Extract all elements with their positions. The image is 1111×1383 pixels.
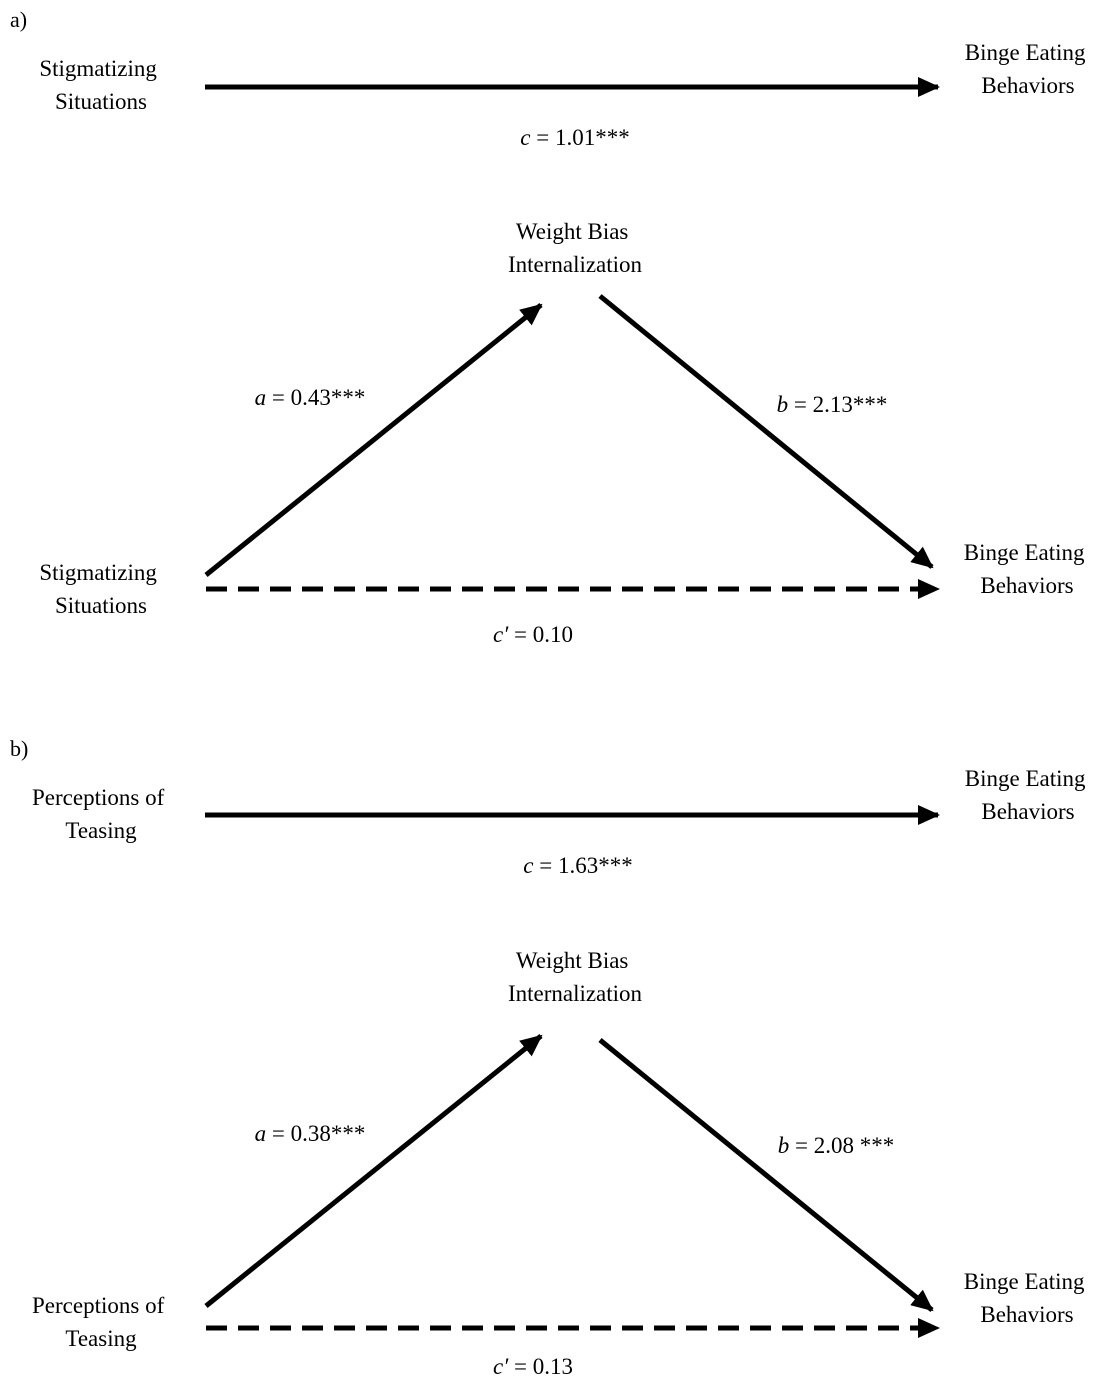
- coefficient-value: = 1.63***: [533, 853, 632, 878]
- direct-effect-coefficient: c′ = 0.13: [493, 1354, 573, 1379]
- predictor-label-line-1: Perceptions of: [32, 1293, 165, 1318]
- path-a-arrow: [204, 303, 543, 577]
- coefficient-symbol: a: [255, 385, 267, 410]
- mediator-label: Weight Bias Internalization: [508, 219, 643, 277]
- mediator-label-line-2: Internalization: [508, 252, 643, 277]
- coefficient-value: = 0.10: [508, 622, 573, 647]
- mediation-model: Weight Bias Internalization Perceptions …: [32, 948, 1090, 1379]
- coefficient-value: = 0.38***: [266, 1121, 365, 1146]
- outcome-label: Binge Eating Behaviors: [965, 40, 1091, 98]
- mediator-label-line-2: Internalization: [508, 981, 643, 1006]
- path-b-arrow: [598, 1038, 934, 1312]
- predictor-label: Perceptions of Teasing: [32, 1293, 170, 1351]
- coefficient-symbol: c: [520, 125, 530, 150]
- coefficient-value: = 2.08 ***: [789, 1133, 894, 1158]
- predictor-label-line-2: Situations: [55, 593, 147, 618]
- predictor-label-line-1: Perceptions of: [32, 785, 165, 810]
- predictor-label-line-2: Situations: [55, 89, 147, 114]
- mediator-label-line-1: Weight Bias: [516, 948, 629, 973]
- outcome-label-line-2: Behaviors: [981, 799, 1074, 824]
- direct-effect-coefficient: c′ = 0.10: [493, 622, 573, 647]
- coefficient-value: = 2.13***: [788, 392, 887, 417]
- path-b-arrow: [598, 294, 934, 569]
- coefficient-symbol: c′: [493, 622, 509, 647]
- panel-label: b): [10, 736, 28, 761]
- predictor-label: Stigmatizing Situations: [39, 560, 162, 618]
- predictor-label-line-2: Teasing: [65, 818, 137, 843]
- outcome-label: Binge Eating Behaviors: [965, 766, 1091, 824]
- predictor-label-line-1: Stigmatizing: [39, 560, 157, 585]
- path-b-coefficient: b = 2.08 ***: [778, 1133, 894, 1158]
- outcome-label-line-1: Binge Eating: [964, 1269, 1085, 1294]
- outcome-label-line-2: Behaviors: [980, 1302, 1073, 1327]
- total-effect-model: Stigmatizing Situations Binge Eating Beh…: [39, 40, 1091, 150]
- outcome-label-line-2: Behaviors: [981, 73, 1074, 98]
- outcome-label: Binge Eating Behaviors: [964, 1269, 1090, 1327]
- coefficient-symbol: b: [778, 1133, 790, 1158]
- outcome-label-line-1: Binge Eating: [964, 540, 1085, 565]
- predictor-label: Perceptions of Teasing: [32, 785, 170, 843]
- panel-a: a) Stigmatizing Situations Binge Eating …: [10, 7, 1091, 647]
- predictor-label: Stigmatizing Situations: [39, 56, 162, 114]
- panel-label: a): [10, 7, 27, 32]
- total-effect-coefficient: c = 1.63***: [523, 853, 632, 878]
- coefficient-value: = 0.13: [508, 1354, 573, 1379]
- panel-b: b) Perceptions of Teasing Binge Eating B…: [10, 736, 1091, 1379]
- outcome-label-line-2: Behaviors: [980, 573, 1073, 598]
- outcome-label: Binge Eating Behaviors: [964, 540, 1090, 598]
- mediator-label-line-1: Weight Bias: [516, 219, 629, 244]
- coefficient-value: = 1.01***: [530, 125, 629, 150]
- coefficient-value: = 0.43***: [266, 385, 365, 410]
- path-a-coefficient: a = 0.43***: [255, 385, 366, 410]
- coefficient-symbol: a: [255, 1121, 267, 1146]
- predictor-label-line-2: Teasing: [65, 1326, 137, 1351]
- coefficient-symbol: b: [777, 392, 789, 417]
- coefficient-symbol: c: [523, 853, 533, 878]
- mediator-label: Weight Bias Internalization: [508, 948, 643, 1006]
- predictor-label-line-1: Stigmatizing: [39, 56, 157, 81]
- path-b-coefficient: b = 2.13***: [777, 392, 888, 417]
- coefficient-symbol: c′: [493, 1354, 509, 1379]
- outcome-label-line-1: Binge Eating: [965, 766, 1086, 791]
- path-a-coefficient: a = 0.38***: [255, 1121, 366, 1146]
- outcome-label-line-1: Binge Eating: [965, 40, 1086, 65]
- total-effect-model: Perceptions of Teasing Binge Eating Beha…: [32, 766, 1091, 878]
- path-a-arrow: [204, 1034, 543, 1308]
- total-effect-coefficient: c = 1.01***: [520, 125, 629, 150]
- mediation-model: Weight Bias Internalization Stigmatizing…: [39, 219, 1090, 647]
